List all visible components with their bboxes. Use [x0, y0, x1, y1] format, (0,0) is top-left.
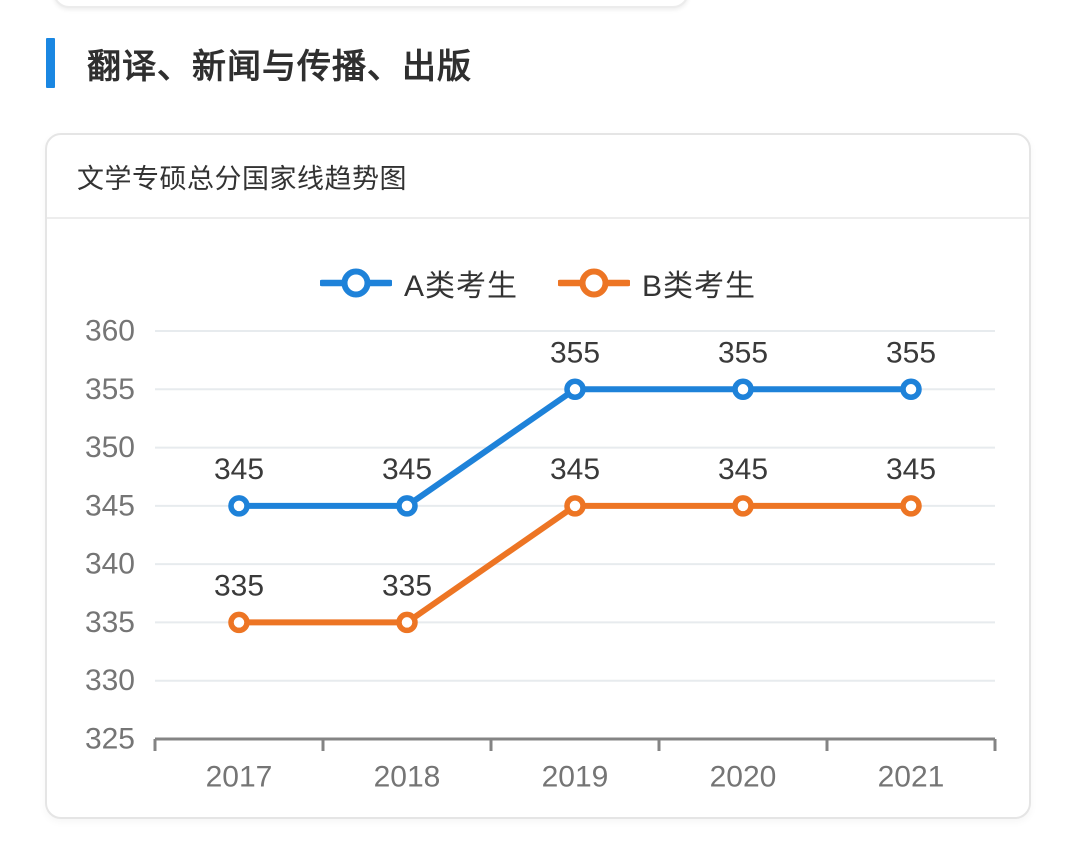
accent-bar [46, 38, 55, 88]
chart-card: 文学专硕总分国家线趋势图 A类考生 B类考生 360 355 350 345 340 335… [45, 133, 1031, 819]
x-axis-tick-label: 2018 [374, 761, 441, 794]
data-point-label: 335 [214, 569, 264, 602]
data-point-marker [564, 378, 586, 401]
data-point-label: 335 [382, 569, 432, 602]
series-b-markers [228, 495, 922, 634]
data-point-marker [228, 611, 250, 634]
data-point-marker [228, 495, 250, 517]
data-point-label: 345 [214, 453, 264, 486]
x-axis-tick-label: 2020 [710, 761, 777, 794]
chart-legend: A类考生 B类考生 [47, 261, 1029, 305]
data-point-label: 355 [886, 336, 936, 369]
y-axis-tick-label: 350 [85, 431, 135, 464]
y-axis-tick-label: 335 [85, 606, 135, 639]
y-axis-tick-label: 330 [85, 664, 135, 697]
y-axis-labels: 360 355 350 345 340 335 330 325 [85, 315, 135, 756]
y-axis-tick-label: 345 [85, 489, 135, 522]
legend-label: B类考生 [642, 270, 757, 303]
trend-line-chart: 360 355 350 345 340 335 330 325 2017 2018 2019 2020… [85, 315, 997, 794]
series-a-markers [228, 378, 922, 517]
data-point-label: 355 [718, 336, 768, 369]
x-axis-labels: 2017 2018 2019 2020 2021 [206, 761, 945, 794]
data-point-marker [396, 611, 418, 634]
data-point-label: 355 [550, 336, 600, 369]
previous-card-bottom-edge [53, 0, 689, 8]
data-point-label: 345 [886, 453, 936, 486]
series-b-data-labels: 335 335 345 345 345 [214, 453, 936, 603]
y-axis-tick-label: 360 [85, 315, 135, 348]
section-title: 翻译、新闻与传播、出版 [87, 47, 472, 86]
data-point-marker [732, 495, 754, 517]
data-point-marker [564, 495, 586, 517]
data-point-marker [900, 378, 922, 401]
y-axis-tick-label: 340 [85, 548, 135, 581]
legend-label: A类考生 [403, 270, 518, 303]
legend-line-circle-icon [558, 268, 630, 298]
data-point-label: 345 [718, 453, 768, 486]
series-a-data-labels: 345 345 355 355 355 [214, 336, 936, 486]
chart-card-header: 文学专硕总分国家线趋势图 [47, 135, 1029, 219]
chart-card-title: 文学专硕总分国家线趋势图 [77, 163, 407, 194]
y-axis-tick-label: 355 [85, 373, 135, 406]
legend-item-a: A类考生 [319, 261, 518, 305]
x-axis-tick-label: 2017 [206, 761, 273, 794]
x-axis-tick-label: 2021 [878, 761, 945, 794]
y-axis-tick-label: 325 [85, 723, 135, 756]
section-header: 翻译、新闻与传播、出版 [46, 38, 472, 88]
data-point-marker [396, 495, 418, 517]
legend-item-b: B类考生 [558, 261, 756, 305]
data-point-marker [732, 378, 754, 401]
x-axis [153, 737, 997, 751]
data-point-label: 345 [382, 453, 432, 486]
data-point-marker [900, 495, 922, 517]
data-point-label: 345 [550, 453, 600, 486]
legend-line-circle-icon [319, 268, 392, 298]
x-axis-tick-label: 2019 [542, 761, 609, 794]
